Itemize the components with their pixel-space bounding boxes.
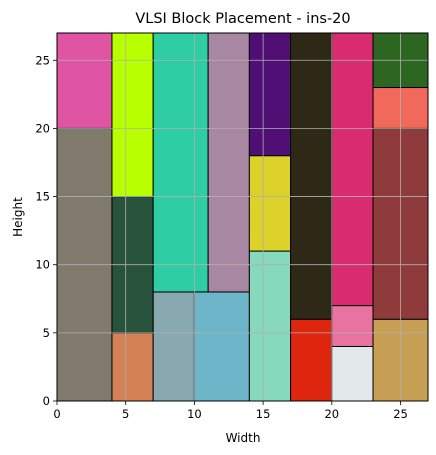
blocks-layer [56,32,429,402]
block-10 [248,250,292,402]
x-axis-label: Width [226,431,261,445]
plot-frame [56,32,429,402]
block-6 [152,291,195,402]
x-tick-label: 20 [324,407,339,421]
y-tick-label: 15 [35,190,50,204]
ticks-layer: 0 5 10 15 20 25 0 5 10 15 20 25 [35,53,407,421]
x-tick-label: 0 [53,407,60,421]
y-tick-label: 0 [43,394,50,408]
y-tick-label: 25 [35,53,50,67]
block-14 [290,32,333,320]
x-tick-label: 5 [122,407,129,421]
block-16 [331,305,374,347]
block-2 [56,32,113,129]
block-7 [152,32,209,293]
x-tick-label: 15 [256,407,271,421]
chart-title: VLSI Block Placement - ins-20 [135,11,350,27]
x-tick-label: 10 [187,407,202,421]
x-tick-label: 25 [393,407,408,421]
block-12 [248,32,292,157]
block-13 [290,318,333,402]
block-9 [207,32,250,293]
block-3 [111,332,154,402]
y-tick-label: 5 [43,326,50,340]
y-tick-label: 10 [35,258,50,272]
y-tick-label: 20 [35,121,50,135]
block-15 [331,345,374,402]
block-11 [248,155,292,252]
block-5 [111,32,154,198]
y-axis-label: Height [11,197,25,237]
block-8 [193,291,250,402]
